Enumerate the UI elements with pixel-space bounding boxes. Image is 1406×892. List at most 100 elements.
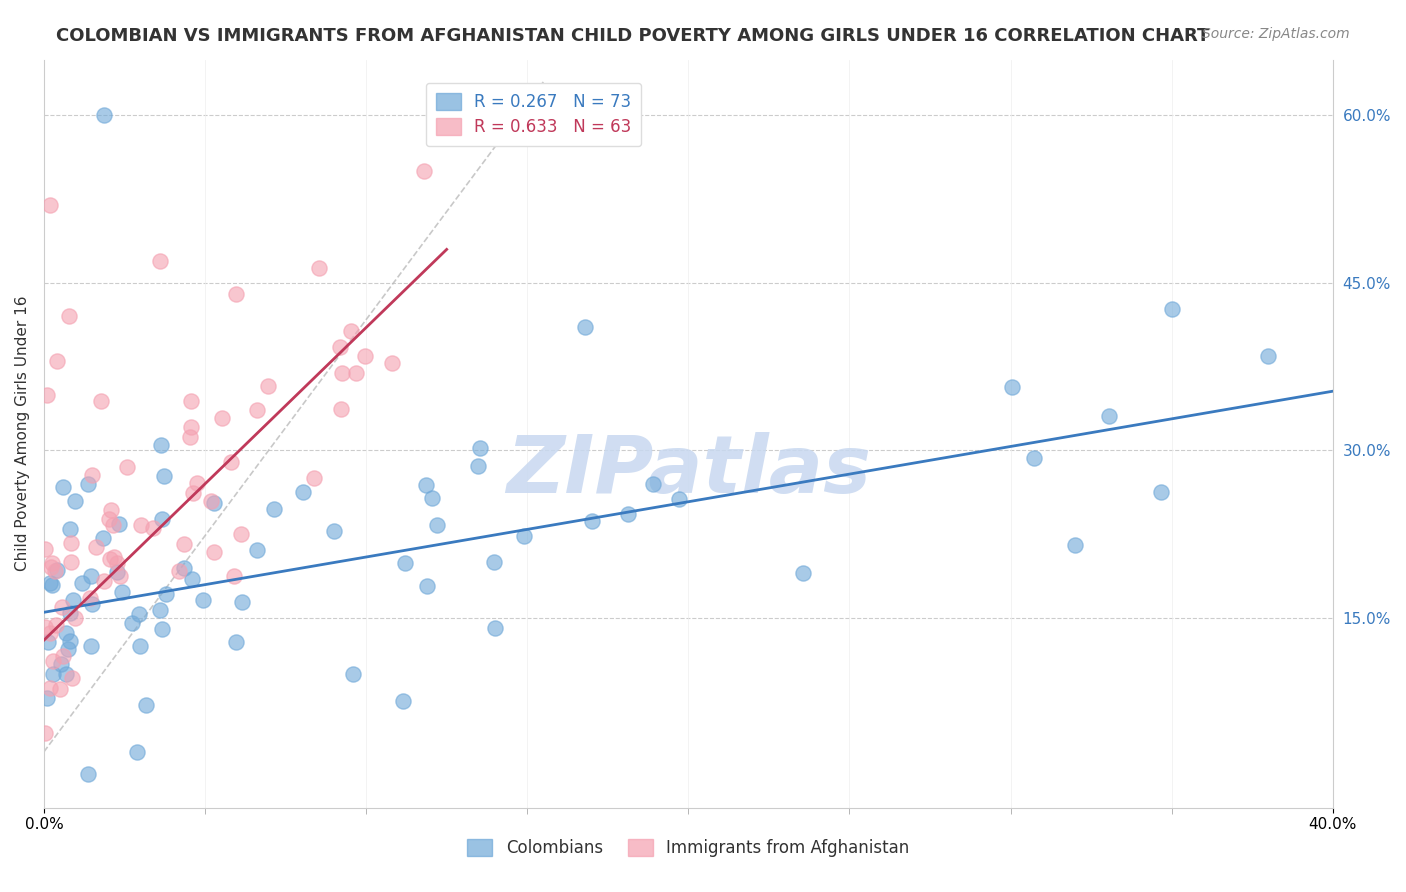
Point — [34, 726, 56, 740]
Point — [513, 529, 536, 543]
Point — [468, 441, 491, 455]
Point — [179, 430, 201, 444]
Point — [128, 640, 150, 654]
Point — [108, 569, 131, 583]
Point — [55, 625, 77, 640]
Point — [219, 455, 242, 469]
Point — [37, 635, 59, 649]
Point — [59, 555, 82, 569]
Point — [42, 654, 65, 668]
Point — [1160, 302, 1182, 317]
Text: ZIPatlas: ZIPatlas — [506, 432, 870, 510]
Point — [668, 491, 690, 506]
Point — [202, 545, 225, 559]
Point — [484, 621, 506, 635]
Point — [62, 593, 84, 607]
Point — [186, 476, 208, 491]
Point — [79, 569, 101, 583]
Point — [342, 666, 364, 681]
Point — [1150, 484, 1173, 499]
Point — [77, 767, 100, 781]
Point — [49, 681, 72, 696]
Point — [103, 518, 125, 533]
Point — [72, 575, 94, 590]
Y-axis label: Child Poverty Among Girls Under 16: Child Poverty Among Girls Under 16 — [15, 296, 30, 572]
Point — [135, 698, 157, 713]
Point — [84, 541, 107, 555]
Point — [34, 542, 56, 557]
Point — [231, 527, 253, 541]
Point — [1257, 350, 1279, 364]
Legend: R = 0.267   N = 73, R = 0.633   N = 63: R = 0.267 N = 73, R = 0.633 N = 63 — [426, 83, 641, 146]
Point — [381, 355, 404, 369]
Point — [107, 516, 129, 531]
Point — [1098, 409, 1121, 423]
Point — [111, 585, 134, 599]
Point — [39, 560, 62, 574]
Point — [52, 648, 75, 663]
Point — [292, 484, 315, 499]
Point — [416, 579, 439, 593]
Point — [39, 576, 62, 591]
Point — [330, 366, 353, 380]
Point — [155, 587, 177, 601]
Point — [91, 531, 114, 545]
Point — [467, 459, 489, 474]
Point — [98, 551, 121, 566]
Point — [97, 512, 120, 526]
Point — [100, 503, 122, 517]
Point — [173, 537, 195, 551]
Point — [302, 471, 325, 485]
Point — [142, 521, 165, 535]
Point — [46, 354, 69, 368]
Point — [63, 494, 86, 508]
Point — [150, 512, 173, 526]
Point — [128, 607, 150, 622]
Point — [80, 597, 103, 611]
Point — [263, 502, 285, 516]
Point — [90, 394, 112, 409]
Text: COLOMBIAN VS IMMIGRANTS FROM AFGHANISTAN CHILD POVERTY AMONG GIRLS UNDER 16 CORR: COLOMBIAN VS IMMIGRANTS FROM AFGHANISTAN… — [56, 27, 1209, 45]
Point — [482, 555, 505, 569]
Point — [202, 495, 225, 509]
Point — [60, 671, 83, 685]
Point — [58, 310, 80, 324]
Point — [52, 480, 75, 494]
Point — [391, 694, 413, 708]
Point — [181, 485, 204, 500]
Point — [420, 491, 443, 505]
Point — [308, 261, 330, 276]
Point — [117, 459, 139, 474]
Point — [211, 411, 233, 425]
Point — [79, 591, 101, 605]
Point — [59, 633, 82, 648]
Point — [191, 592, 214, 607]
Point — [323, 524, 346, 538]
Point — [105, 565, 128, 579]
Point — [125, 745, 148, 759]
Point — [93, 574, 115, 589]
Point — [45, 618, 67, 632]
Point — [415, 478, 437, 492]
Point — [792, 566, 814, 581]
Point — [643, 477, 665, 491]
Point — [35, 387, 58, 401]
Point — [329, 340, 352, 354]
Point — [173, 561, 195, 575]
Point — [394, 556, 416, 570]
Point — [59, 522, 82, 536]
Point — [39, 198, 62, 212]
Point — [150, 623, 173, 637]
Point — [1022, 450, 1045, 465]
Point — [200, 494, 222, 508]
Point — [105, 556, 128, 570]
Point — [149, 253, 172, 268]
Point — [412, 164, 434, 178]
Point — [167, 564, 190, 578]
Point — [181, 572, 204, 586]
Point — [180, 393, 202, 408]
Point — [34, 620, 56, 634]
Point — [59, 607, 82, 621]
Text: Source: ZipAtlas.com: Source: ZipAtlas.com — [1202, 27, 1350, 41]
Point — [1001, 380, 1024, 394]
